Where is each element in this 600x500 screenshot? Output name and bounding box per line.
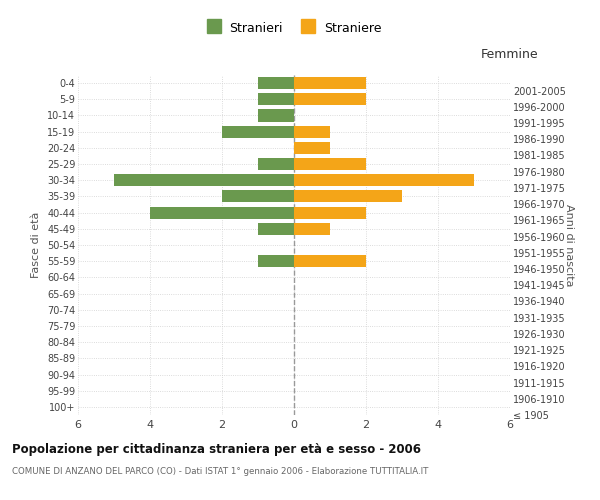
Bar: [258, 93, 294, 106]
Bar: [294, 93, 366, 106]
Bar: [114, 174, 294, 186]
Bar: [294, 222, 330, 235]
Bar: [294, 174, 474, 186]
Bar: [258, 110, 294, 122]
Legend: Stranieri, Straniere: Stranieri, Straniere: [206, 22, 382, 35]
Bar: [258, 77, 294, 89]
Y-axis label: Fasce di età: Fasce di età: [31, 212, 41, 278]
Bar: [294, 255, 366, 268]
Bar: [222, 126, 294, 138]
Y-axis label: Anni di nascita: Anni di nascita: [564, 204, 574, 286]
Bar: [258, 158, 294, 170]
Bar: [294, 206, 366, 218]
Bar: [294, 77, 366, 89]
Text: Femmine: Femmine: [481, 48, 539, 62]
Bar: [222, 190, 294, 202]
Bar: [258, 255, 294, 268]
Bar: [294, 190, 402, 202]
Text: COMUNE DI ANZANO DEL PARCO (CO) - Dati ISTAT 1° gennaio 2006 - Elaborazione TUTT: COMUNE DI ANZANO DEL PARCO (CO) - Dati I…: [12, 468, 428, 476]
Bar: [294, 126, 330, 138]
Text: Popolazione per cittadinanza straniera per età e sesso - 2006: Popolazione per cittadinanza straniera p…: [12, 442, 421, 456]
Bar: [150, 206, 294, 218]
Bar: [258, 222, 294, 235]
Bar: [294, 158, 366, 170]
Bar: [294, 142, 330, 154]
